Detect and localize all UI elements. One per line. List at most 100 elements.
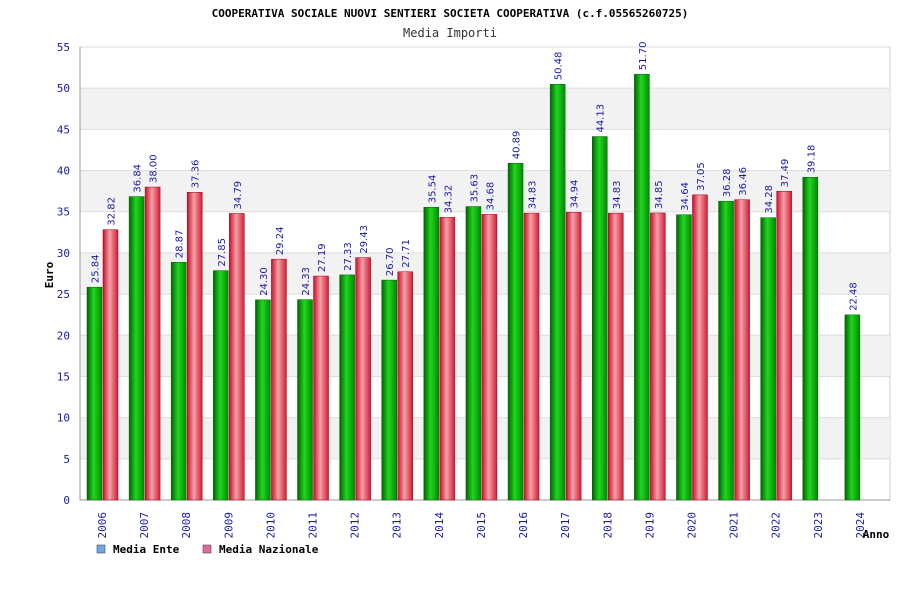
y-tick-label: 40 — [57, 165, 70, 178]
value-label-media-nazionale-2017: 34.94 — [570, 180, 581, 209]
value-label-media-nazionale-2016: 34.83 — [528, 180, 539, 209]
value-label-media-ente-2007: 36.84 — [133, 164, 144, 193]
value-labels: 25.84 32.82 36.84 38.00 28.87 37.36 27.85 34.79… — [91, 42, 860, 311]
value-label-media-ente-2023: 39.18 — [806, 145, 817, 174]
bar-media-nazionale-2016 — [523, 212, 540, 501]
value-label-media-nazionale-2015: 34.68 — [485, 182, 496, 211]
bar-media-ente-2014 — [423, 207, 440, 501]
bar-media-ente-2024 — [844, 314, 861, 501]
x-tick-label-2022: 2022 — [770, 512, 783, 539]
legend-swatch-media-ente — [96, 544, 106, 554]
bar-media-nazionale-2006 — [102, 229, 119, 501]
bar-media-nazionale-2019 — [650, 212, 666, 501]
value-label-media-nazionale-2019: 34.85 — [654, 180, 665, 209]
x-tick-label-2008: 2008 — [180, 512, 193, 539]
value-label-media-ente-2024: 22.48 — [848, 282, 859, 311]
value-label-media-nazionale-2010: 29.24 — [275, 227, 286, 256]
bar-media-ente-2012 — [339, 274, 355, 501]
y-tick-label: 35 — [57, 206, 70, 219]
y-tick-label: 45 — [57, 123, 70, 136]
bar-media-nazionale-2009 — [229, 213, 245, 501]
value-label-media-ente-2020: 34.64 — [680, 182, 691, 211]
bar-media-ente-2022 — [760, 217, 776, 501]
value-label-media-ente-2022: 34.28 — [764, 185, 775, 214]
bar-media-nazionale-2007 — [144, 186, 161, 501]
value-label-media-ente-2013: 26.70 — [385, 247, 396, 276]
bar-media-nazionale-2011 — [313, 275, 329, 501]
x-tick-label-2010: 2010 — [264, 512, 277, 539]
y-tick-label: 55 — [57, 41, 70, 54]
x-tick-label-2017: 2017 — [559, 512, 572, 539]
bar-media-ente-2020 — [676, 214, 692, 501]
x-tick-label-2007: 2007 — [138, 512, 151, 539]
bar-media-ente-2013 — [381, 279, 397, 501]
value-label-media-ente-2021: 36.28 — [722, 169, 733, 198]
bar-media-ente-2007 — [128, 196, 145, 501]
value-label-media-nazionale-2020: 37.05 — [696, 162, 707, 191]
bar-media-ente-2011 — [297, 299, 313, 501]
value-label-media-nazionale-2008: 37.36 — [191, 160, 202, 189]
x-tick-label-2006: 2006 — [96, 512, 109, 539]
value-label-media-ente-2015: 35.63 — [469, 174, 480, 203]
bar-media-ente-2017 — [549, 83, 566, 501]
x-tick-label-2020: 2020 — [685, 512, 698, 539]
x-axis-label: Anno — [863, 528, 890, 541]
bar-media-nazionale-2018 — [608, 212, 624, 501]
value-label-media-nazionale-2009: 34.79 — [233, 181, 244, 210]
x-tick-label-2015: 2015 — [475, 512, 488, 539]
y-tick-label: 10 — [57, 412, 70, 425]
bar-media-nazionale-2022 — [776, 190, 792, 501]
legend: Media Ente Media Nazionale — [96, 543, 319, 556]
value-label-media-nazionale-2006: 32.82 — [107, 197, 118, 226]
grid-band — [80, 88, 890, 130]
bar-media-ente-2016 — [507, 162, 524, 501]
x-axis-ticks: 2006 2007 2008 2009 2010 2011 2012 2013 2014 2015… — [96, 512, 867, 539]
bar-media-ente-2021 — [718, 200, 734, 501]
value-label-media-ente-2018: 44.13 — [596, 104, 607, 133]
bar-media-ente-2008 — [170, 261, 187, 501]
value-label-media-nazionale-2011: 27.19 — [317, 243, 328, 272]
x-tick-label-2013: 2013 — [391, 512, 404, 539]
bar-media-nazionale-2020 — [692, 194, 708, 501]
x-tick-label-2009: 2009 — [222, 512, 235, 539]
grid-band — [80, 170, 890, 212]
value-label-media-nazionale-2007: 38.00 — [149, 154, 160, 183]
value-label-media-ente-2019: 51.70 — [638, 42, 649, 71]
bar-media-nazionale-2014 — [439, 217, 456, 501]
bar-media-nazionale-2015 — [481, 214, 498, 501]
bar-media-ente-2019 — [634, 73, 650, 501]
bar-media-ente-2023 — [802, 177, 819, 501]
legend-label-media-ente: Media Ente — [113, 543, 180, 556]
bar-media-nazionale-2008 — [186, 192, 203, 501]
value-label-media-ente-2014: 35.54 — [427, 175, 438, 204]
bar-media-ente-2010 — [255, 299, 271, 501]
bar-media-nazionale-2017 — [565, 211, 582, 501]
bar-media-nazionale-2013 — [397, 271, 413, 501]
bar-media-nazionale-2021 — [734, 199, 750, 501]
bar-media-ente-2009 — [213, 270, 229, 501]
x-tick-label-2018: 2018 — [601, 512, 614, 539]
chart-title: COOPERATIVA SOCIALE NUOVI SENTIERI SOCIE… — [212, 7, 689, 20]
value-label-media-nazionale-2022: 37.49 — [780, 159, 791, 188]
y-tick-label: 0 — [63, 494, 70, 507]
bar-media-nazionale-2010 — [271, 258, 287, 501]
y-tick-label: 20 — [57, 329, 70, 342]
legend-label-media-nazionale: Media Nazionale — [219, 543, 319, 556]
value-label-media-ente-2016: 40.89 — [512, 131, 523, 160]
value-label-media-ente-2012: 27.33 — [343, 242, 354, 271]
y-tick-label: 15 — [57, 370, 70, 383]
y-tick-label: 5 — [63, 453, 70, 466]
bar-media-ente-2006 — [86, 286, 103, 501]
legend-swatch-media-nazionale — [202, 544, 212, 554]
value-label-media-ente-2009: 27.85 — [217, 238, 228, 267]
x-tick-label-2019: 2019 — [643, 512, 656, 539]
value-label-media-ente-2017: 50.48 — [554, 52, 565, 81]
value-label-media-nazionale-2013: 27.71 — [401, 239, 412, 268]
value-label-media-nazionale-2012: 29.43 — [359, 225, 370, 254]
value-label-media-ente-2008: 28.87 — [175, 230, 186, 259]
y-tick-label: 30 — [57, 247, 70, 260]
value-label-media-nazionale-2018: 34.83 — [612, 180, 623, 209]
x-tick-label-2012: 2012 — [349, 512, 362, 539]
y-axis-label: Euro — [43, 261, 56, 288]
